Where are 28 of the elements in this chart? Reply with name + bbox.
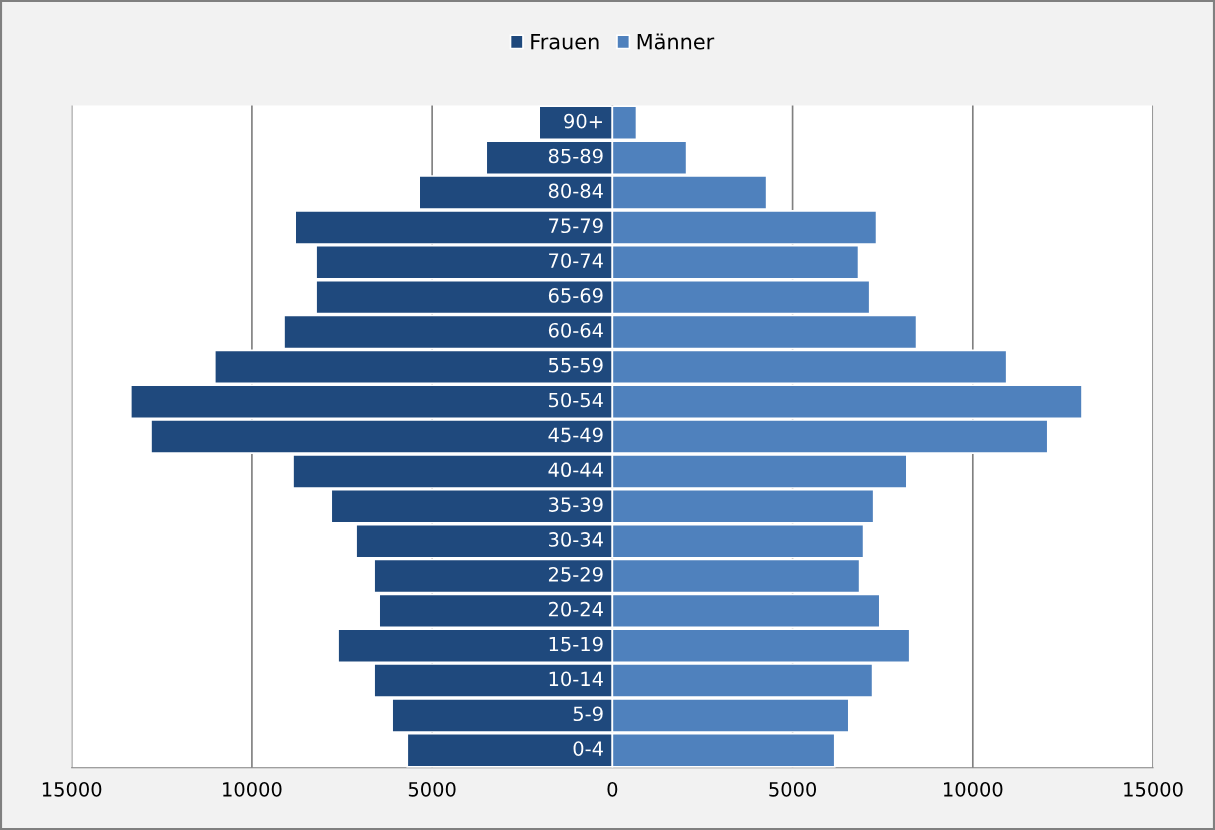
x-tick-label: 0 — [607, 781, 618, 797]
y-tick-label: 40-44 — [548, 462, 603, 478]
y-tick-label: 15-19 — [549, 636, 603, 652]
y-tick-label: 35-39 — [549, 497, 603, 512]
y-tick-label: 0-4 — [573, 741, 603, 756]
y-tick-label: 80-84 — [548, 183, 603, 199]
y-tick-label: 90+ — [564, 113, 602, 129]
x-tick-label: 10000 — [223, 781, 282, 797]
y-tick-label: 85-89 — [548, 148, 603, 164]
legend-label: Frauen — [531, 34, 599, 50]
y-tick-label: 50-54 — [549, 392, 603, 408]
x-tick-label: 15000 — [1124, 781, 1183, 797]
y-tick-label: 70-74 — [549, 253, 603, 268]
y-tick-label: 20-24 — [548, 601, 603, 617]
y-tick-label: 75-79 — [549, 218, 603, 234]
y-tick-label: 10-14 — [549, 671, 603, 687]
x-tick-label: 10000 — [944, 781, 1003, 797]
y-tick-label: 65-69 — [548, 288, 603, 303]
legend-label: Männer — [637, 33, 715, 50]
y-tick-label: 60-64 — [548, 322, 603, 338]
y-tick-label: 55-59 — [549, 357, 603, 373]
x-tick-label: 5000 — [408, 781, 456, 797]
x-tick-label: 5000 — [769, 781, 817, 797]
y-tick-label: 30-34 — [549, 532, 603, 547]
x-tick-label: 15000 — [42, 781, 102, 797]
y-tick-label: 25-29 — [548, 566, 603, 582]
y-tick-label: 5-9 — [573, 706, 603, 722]
y-tick-label: 45-49 — [548, 427, 603, 443]
